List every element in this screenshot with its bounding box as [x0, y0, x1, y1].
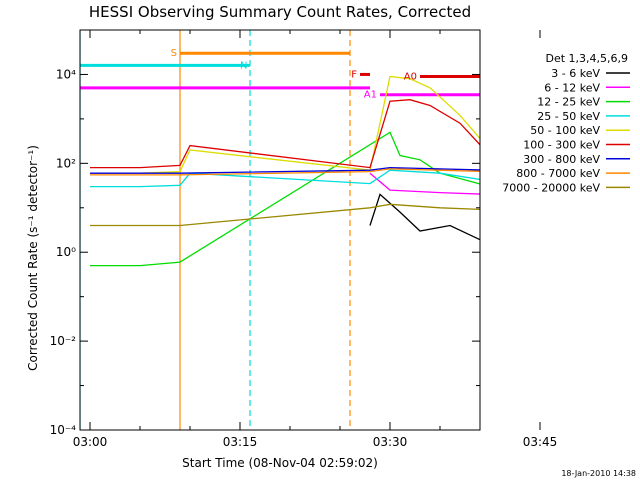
y-tick-label-2: 10⁻² — [50, 334, 77, 348]
state-bar-label-4: F — [351, 69, 357, 80]
legend-label-5: 50 - 100 keV — [530, 124, 600, 137]
y-tick-label-4: 10² — [56, 156, 76, 170]
series-line-3 — [90, 131, 480, 267]
series-line-8 — [90, 168, 480, 176]
y-tick-label-5: 10⁴ — [56, 67, 76, 81]
series-line-2 — [369, 172, 480, 195]
legend-label-9: 7000 - 20000 keV — [502, 181, 600, 194]
y-axis-label: Corrected Count Rate (s⁻¹ detector⁻¹) — [26, 145, 40, 371]
plot-frame — [79, 29, 481, 431]
x-tick-label-2: 03:15 — [223, 435, 258, 449]
state-bar-label-1: S — [171, 48, 177, 59]
plot-area — [80, 30, 480, 430]
legend-label-4: 25 - 50 keV — [537, 110, 600, 123]
legend-title: Det 1,3,4,5,6,9 — [545, 52, 628, 65]
series-line-6 — [90, 99, 480, 169]
legend-label-2: 6 - 12 keV — [544, 81, 600, 94]
series-line-7 — [90, 166, 480, 174]
footer-date: 18-Jan-2010 14:38 — [561, 469, 636, 478]
legend-label-7: 300 - 800 keV — [523, 153, 600, 166]
state-bar-label-2: N — [240, 60, 247, 71]
series-line-1 — [369, 193, 480, 241]
legend-label-3: 12 - 25 keV — [537, 96, 600, 109]
state-bar-label-6: A1 — [364, 90, 377, 101]
x-axis-label: Start Time (08-Nov-04 02:59:02) — [182, 456, 378, 470]
legend-label-8: 800 - 7000 keV — [516, 167, 600, 180]
legend-label-6: 100 - 300 keV — [523, 139, 600, 152]
y-tick-label-1: 10⁻⁴ — [50, 423, 77, 437]
series-line-9 — [90, 203, 480, 227]
legend-label-1: 3 - 6 keV — [551, 67, 600, 80]
x-tick-label-1: 03:00 — [73, 435, 108, 449]
series-line-5 — [90, 75, 480, 174]
state-bar-label-5: A0 — [404, 71, 417, 82]
y-tick-label-3: 10⁰ — [56, 245, 76, 259]
x-tick-label-3: 03:30 — [373, 435, 408, 449]
chart-title: HESSI Observing Summary Count Rates, Cor… — [89, 3, 471, 21]
x-tick-label-4: 03:45 — [523, 435, 558, 449]
